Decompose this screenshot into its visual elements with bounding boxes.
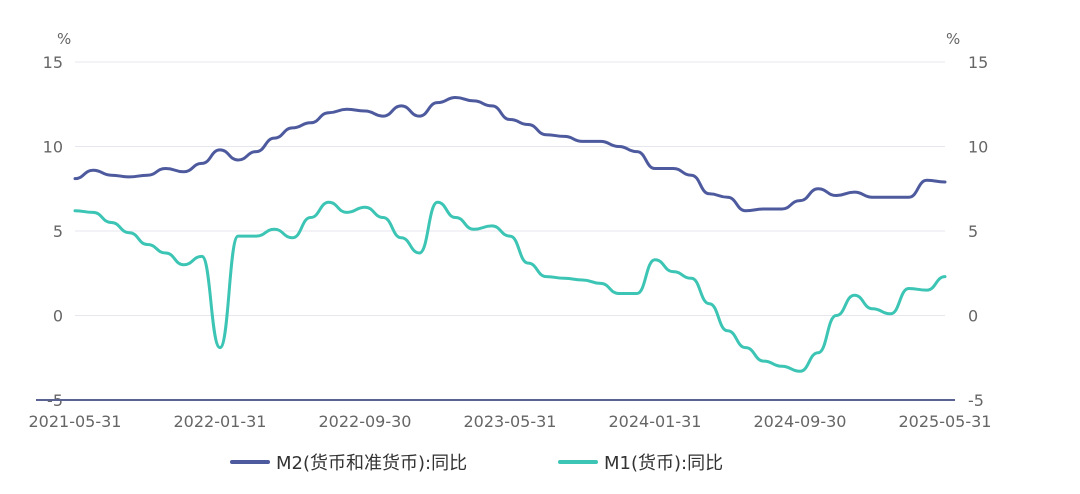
x-tick-label: 2022-01-31 xyxy=(174,412,267,431)
series-line-m1 xyxy=(73,200,947,373)
legend-item-m2[interactable]: M2(货币和准货币):同比 xyxy=(230,453,467,474)
x-tick-label: 2024-09-30 xyxy=(754,412,847,431)
y-tick-label-right: 10 xyxy=(968,138,988,157)
left-axis-unit: % xyxy=(57,30,71,48)
x-tick-label: 2025-05-31 xyxy=(899,412,992,431)
legend-item-m1[interactable]: M1(货币):同比 xyxy=(558,453,723,474)
y-tick-label-left: 0 xyxy=(53,307,63,326)
y-tick-label-right: 5 xyxy=(968,222,978,241)
gridlines xyxy=(75,61,945,316)
x-tick-label: 2021-05-31 xyxy=(29,412,122,431)
x-tick-label: 2022-09-30 xyxy=(319,412,412,431)
x-tick-label: 2024-01-31 xyxy=(609,412,702,431)
y-tick-label-left: 5 xyxy=(53,222,63,241)
y-tick-label-right: 15 xyxy=(968,53,988,72)
x-tick-label: 2023-05-31 xyxy=(464,412,557,431)
legend: M2(货币和准货币):同比 M1(货币):同比 xyxy=(230,453,723,474)
legend-label-m2: M2(货币和准货币):同比 xyxy=(276,453,467,474)
series-line-m2 xyxy=(73,96,947,213)
y-tick-label-right: 0 xyxy=(968,307,978,326)
y-tick-label-left: 10 xyxy=(43,138,63,157)
series-lines xyxy=(73,96,947,373)
legend-label-m1: M1(货币):同比 xyxy=(604,453,723,474)
y-tick-label-right: -5 xyxy=(968,391,984,410)
y-tick-label-left: 15 xyxy=(43,53,63,72)
right-axis-unit: % xyxy=(946,30,960,48)
